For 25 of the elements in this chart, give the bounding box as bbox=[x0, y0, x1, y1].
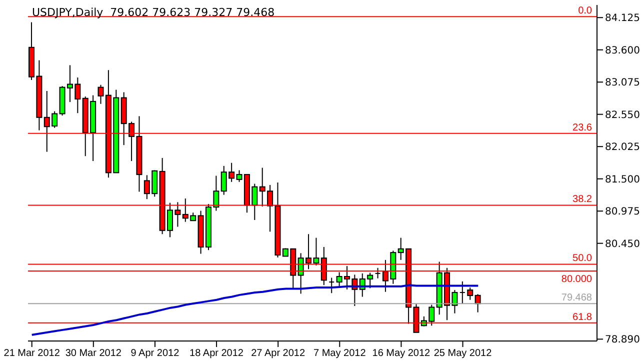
x-tick-label: 21 Mar 2012 bbox=[4, 348, 60, 360]
y-tick-label: 82.025 bbox=[605, 142, 640, 154]
x-tick-label: 27 Apr 2012 bbox=[251, 348, 306, 360]
ref-line-label: 79.468 bbox=[561, 292, 592, 304]
annotation: 0.0 bbox=[578, 6, 592, 17]
x-tick-label: 7 May 2012 bbox=[314, 348, 366, 360]
y-tick-label: 78.890 bbox=[605, 334, 640, 346]
y-tick-label: 80.975 bbox=[605, 206, 640, 218]
ref-line-label: 80.000 bbox=[561, 274, 592, 285]
annotation: 23.6 bbox=[572, 122, 592, 134]
annotation: 50.0 bbox=[572, 253, 592, 264]
x-tick-label: 9 Apr 2012 bbox=[130, 348, 180, 360]
annotation: 61.8 bbox=[572, 312, 592, 323]
y-tick-label: 81.500 bbox=[605, 174, 640, 186]
x-tick-label: 25 May 2012 bbox=[434, 348, 492, 360]
annotation: 38.2 bbox=[572, 194, 592, 206]
y-tick-label: 83.600 bbox=[605, 45, 640, 56]
y-tick-label: 82.550 bbox=[605, 110, 640, 121]
x-tick-label: 30 Mar 2012 bbox=[65, 348, 122, 360]
x-tick-label: 18 Apr 2012 bbox=[190, 348, 244, 360]
y-tick-label: 80.450 bbox=[605, 238, 640, 250]
x-tick-label: 16 May 2012 bbox=[372, 348, 431, 360]
chart-title: USDJPY,Daily 79.602 79.623 79.327 79.468 bbox=[32, 6, 275, 19]
y-tick-label: 83.075 bbox=[605, 78, 640, 89]
y-tick-label: 84.125 bbox=[605, 13, 640, 24]
